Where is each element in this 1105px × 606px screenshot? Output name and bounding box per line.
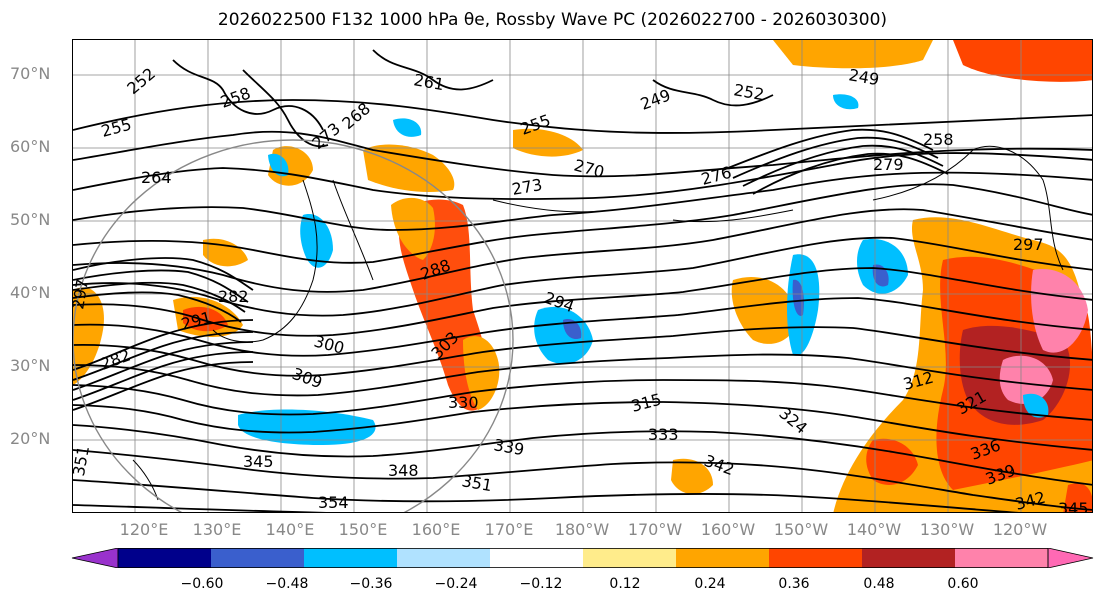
lat-label: 40°N: [10, 283, 51, 302]
contour-label: 351: [73, 444, 93, 477]
colorbar-swatch: [955, 548, 1048, 568]
contour-label: 255: [99, 115, 133, 141]
lon-label: 120°E: [119, 520, 169, 539]
anomaly-patch: [773, 40, 933, 69]
contour-label: 252: [123, 64, 159, 98]
lat-label: 50°N: [10, 210, 51, 229]
anomaly-patch: [513, 128, 583, 157]
colorbar-tick-label: 0.12: [609, 576, 641, 592]
contour-label: 297: [1013, 235, 1044, 254]
contour-label: 252: [732, 80, 765, 104]
anomaly-patch: [238, 409, 376, 445]
colorbar-tick-label: 0.60: [947, 576, 979, 592]
lon-label: 170°E: [484, 520, 534, 539]
theta-e-contours: [73, 49, 1092, 512]
colorbar-tick-label: 0.24: [694, 576, 726, 592]
colorbar-tick-label: −0.12: [519, 576, 563, 592]
anomaly-patch: [393, 118, 422, 137]
contour-label: 309: [290, 364, 325, 392]
contour-label: 315: [629, 390, 663, 416]
lat-label: 60°N: [10, 137, 51, 156]
contour-label: 345: [1058, 499, 1089, 513]
lat-label: 20°N: [10, 429, 51, 448]
anomaly-patch: [1031, 269, 1088, 353]
map-title: 2026022500 F132 1000 hPa θe, Rossby Wave…: [217, 10, 888, 30]
contour-label: 330: [448, 393, 479, 412]
contour-label: 339: [492, 435, 525, 459]
lon-label: 180°W: [554, 520, 610, 539]
anomaly-patch: [671, 458, 713, 495]
contour-label: 351: [460, 471, 493, 495]
colorbar-tick-label: −0.24: [434, 576, 478, 592]
anomaly-patch: [1023, 393, 1049, 418]
region-circle: [73, 139, 514, 512]
contour-label: 297: [73, 277, 92, 310]
anomaly-patch: [534, 306, 593, 364]
contour-label: 282: [218, 287, 249, 306]
colorbar-tick-label: 0.48: [863, 576, 895, 592]
contour-label: 300: [312, 332, 346, 358]
colorbar-tick-label: 0.36: [778, 576, 810, 592]
contour-label: 354: [318, 493, 349, 512]
colorbar-swatch: [490, 548, 583, 568]
contour-label: 264: [141, 168, 172, 187]
lon-label: 170°W: [627, 520, 683, 539]
contour-label: 276: [699, 163, 733, 189]
anomaly-patch: [203, 238, 248, 267]
contour-label: 273: [510, 175, 543, 199]
contour-label: 279: [873, 155, 904, 174]
lon-label: 140°W: [846, 520, 902, 539]
map-panel: 252 258 255 264 261 268 273 270 273 249 …: [72, 39, 1093, 513]
colorbar-extend-min: [71, 547, 119, 569]
lon-label: 160°W: [700, 520, 756, 539]
colorbar-swatch: [676, 548, 769, 568]
anomaly-patch: [363, 144, 455, 192]
anomaly-patch: [268, 153, 289, 177]
colorbar-swatch: [211, 548, 304, 568]
anomaly-patch: [953, 40, 1092, 82]
colorbar-tick-label: −0.48: [265, 576, 309, 592]
lon-label: 150°E: [338, 520, 388, 539]
lat-label: 30°N: [10, 356, 51, 375]
colorbar-extend-max: [1047, 547, 1094, 569]
contour-label: 261: [412, 70, 445, 94]
colorbar-swatch: [397, 548, 490, 568]
anomaly-patch: [1063, 483, 1092, 512]
colorbar-swatch: [304, 548, 397, 568]
lon-label: 130°W: [919, 520, 975, 539]
lon-label: 150°W: [773, 520, 829, 539]
contour-label: 348: [388, 461, 419, 480]
colorbar-swatch: [118, 548, 211, 568]
contour-label: 258: [923, 130, 954, 149]
contour-label: 333: [648, 425, 679, 444]
colorbar-swatch: [862, 548, 955, 568]
anomaly-patch: [872, 264, 889, 287]
colorbar-border: [117, 548, 1049, 568]
contour-label: 270: [572, 156, 606, 182]
lat-label: 70°N: [10, 64, 51, 83]
colorbar-tick-label: −0.60: [180, 576, 224, 592]
contour-label: 258: [218, 83, 253, 111]
lon-label: 160°E: [411, 520, 461, 539]
anomaly-patch: [73, 287, 104, 385]
colorbar-swatch: [769, 548, 862, 568]
anomaly-patch: [833, 94, 859, 110]
coastlines: [132, 145, 1064, 501]
lon-label: 120°W: [992, 520, 1048, 539]
colorbar-tick-label: −0.36: [349, 576, 393, 592]
map-canvas: 252 258 255 264 261 268 273 270 273 249 …: [73, 40, 1092, 513]
lon-label: 140°E: [265, 520, 315, 539]
colorbar: [0, 547, 1105, 569]
anomaly-patch: [792, 279, 804, 316]
lon-label: 130°E: [192, 520, 242, 539]
graticule: [73, 40, 1092, 512]
contour-label: 249: [847, 65, 880, 89]
anomaly-patch: [183, 306, 228, 332]
colorbar-swatch: [583, 548, 676, 568]
anomaly-patch: [999, 355, 1053, 404]
contour-label: 345: [243, 452, 274, 471]
colorbar-swatches: [71, 547, 1094, 569]
contour-label: 249: [638, 85, 673, 113]
